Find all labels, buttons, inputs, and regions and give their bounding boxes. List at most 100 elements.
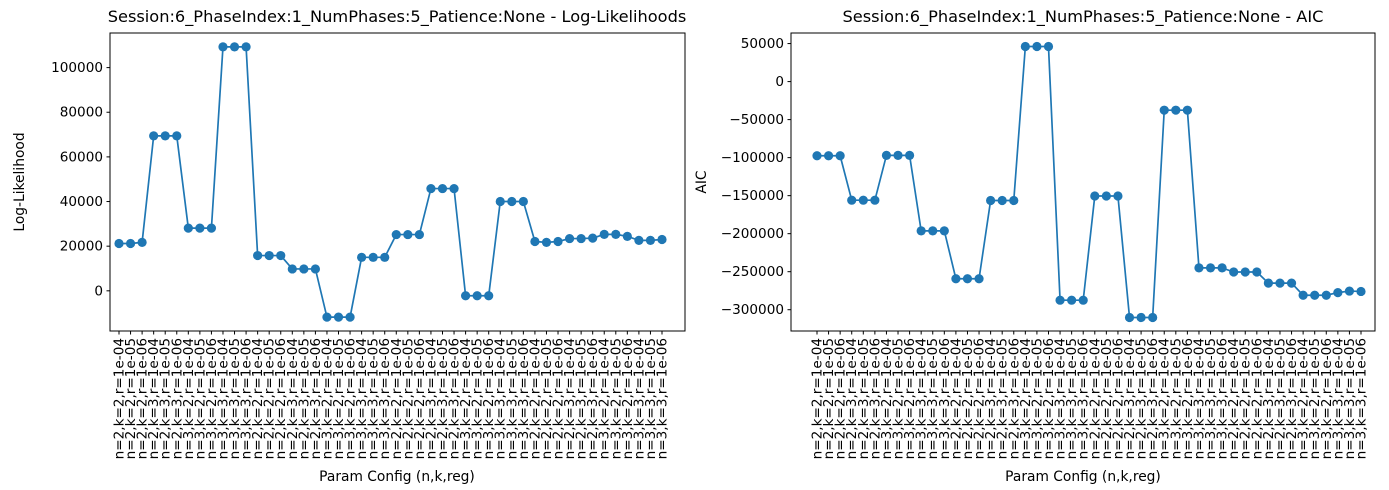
- x-tick-label: n=2,k=2,r=1e-06: [1249, 338, 1265, 459]
- data-point-marker: [611, 229, 621, 239]
- data-point-marker: [847, 195, 857, 205]
- data-point-marker: [622, 231, 632, 241]
- data-point-marker: [657, 234, 667, 245]
- x-tick-label: n=3,k=2,r=1e-05: [1307, 338, 1323, 459]
- x-tick-label: n=2,k=3,r=1e-06: [867, 338, 883, 459]
- x-tick-label: n=3,k=3,r=1e-04: [631, 338, 647, 459]
- x-tick-label: n=3,k=2,r=1e-04: [458, 338, 474, 459]
- series-line: [119, 45, 663, 319]
- data-point-marker: [253, 250, 263, 261]
- data-point-marker: [206, 223, 217, 233]
- data-point-marker: [125, 238, 136, 249]
- x-tick-label: n=2,k=3,r=1e-05: [1272, 338, 1288, 459]
- x-tick-label: n=2,k=2,r=1e-05: [539, 338, 555, 459]
- x-tick-label: n=3,k=3,r=1e-06: [654, 338, 670, 459]
- data-point-marker: [149, 131, 159, 141]
- x-tick-label: n=2,k=2,r=1e-06: [1110, 338, 1126, 459]
- x-tick-label: n=3,k=3,r=1e-06: [516, 338, 532, 459]
- x-tick-label: n=2,k=2,r=1e-04: [809, 338, 825, 459]
- chart-log-likelihoods: Session:6_PhaseIndex:1_NumPhases:5_Patie…: [12, 7, 686, 485]
- x-tick-label: n=3,k=3,r=1e-06: [377, 338, 393, 459]
- data-point-marker: [1333, 287, 1343, 298]
- data-point-marker: [264, 250, 274, 261]
- y-tick-label: −50000: [729, 112, 784, 128]
- x-tick-label: n=3,k=2,r=1e-04: [597, 338, 613, 459]
- data-point-marker: [183, 223, 193, 233]
- data-point-marker: [997, 195, 1007, 206]
- data-point-marker: [904, 150, 915, 160]
- data-point-marker: [1205, 263, 1216, 273]
- x-tick-label: n=3,k=2,r=1e-06: [902, 338, 918, 459]
- y-axis-label: AIC: [694, 170, 710, 193]
- data-point-marker: [1321, 290, 1331, 300]
- data-point-marker: [172, 131, 182, 141]
- x-tick-label: n=3,k=3,r=1e-04: [914, 338, 930, 459]
- x-tick-label: n=3,k=2,r=1e-05: [608, 338, 624, 459]
- x-tick-label: n=2,k=2,r=1e-04: [1226, 338, 1242, 459]
- y-tick-label: −100000: [721, 150, 784, 166]
- plot-spines: [790, 32, 1376, 332]
- data-point-marker: [1009, 195, 1019, 206]
- data-point-marker: [449, 183, 459, 194]
- x-tick-label: n=2,k=3,r=1e-04: [562, 338, 578, 459]
- x-tick-label: n=2,k=3,r=1e-06: [308, 338, 324, 459]
- y-tick-label: 40000: [60, 194, 103, 210]
- data-point-marker: [1055, 295, 1065, 305]
- x-tick-label: n=3,k=2,r=1e-05: [1168, 338, 1184, 459]
- data-point-marker: [1217, 263, 1227, 273]
- data-point-marker: [437, 183, 448, 194]
- x-tick-label: n=3,k=2,r=1e-05: [192, 338, 208, 459]
- data-point-marker: [881, 150, 892, 160]
- x-tick-label: n=2,k=2,r=1e-05: [1099, 338, 1115, 459]
- data-point-marker: [391, 229, 401, 240]
- x-tick-label: n=3,k=3,r=1e-05: [1203, 338, 1219, 459]
- data-point-marker: [460, 291, 471, 301]
- data-point-marker: [1078, 295, 1088, 305]
- y-axis-label: Log-Likelihood: [12, 132, 28, 231]
- data-point-marker: [1344, 286, 1355, 296]
- x-tick-label: n=2,k=3,r=1e-04: [285, 338, 301, 459]
- data-point-marker: [114, 238, 124, 249]
- data-point-marker: [357, 252, 367, 262]
- y-tick-label: −150000: [721, 188, 784, 204]
- x-tick-label: n=3,k=3,r=1e-06: [937, 338, 953, 459]
- x-tick-label: n=3,k=2,r=1e-05: [470, 338, 486, 459]
- y-tick-label: 80000: [60, 105, 103, 121]
- data-point-marker: [530, 236, 540, 247]
- x-tick-label: n=3,k=2,r=1e-04: [319, 338, 335, 459]
- x-tick-label: n=3,k=2,r=1e-05: [1029, 338, 1045, 459]
- x-tick-label: n=2,k=3,r=1e-06: [1284, 338, 1300, 459]
- data-point-marker: [322, 312, 332, 322]
- data-point-marker: [1171, 105, 1181, 115]
- data-point-marker: [1124, 312, 1135, 323]
- data-point-marker: [241, 42, 251, 52]
- x-tick-label: n=3,k=2,r=1e-04: [1296, 338, 1312, 459]
- x-tick-label: n=2,k=2,r=1e-05: [960, 338, 976, 459]
- x-tick-label: n=3,k=3,r=1e-06: [1353, 338, 1369, 459]
- data-point-marker: [1182, 105, 1192, 115]
- data-point-marker: [137, 237, 147, 247]
- x-tick-label: n=2,k=3,r=1e-04: [146, 338, 162, 459]
- x-tick-label: n=2,k=2,r=1e-04: [111, 338, 127, 459]
- x-tick-label: n=2,k=2,r=1e-04: [948, 338, 964, 459]
- data-point-marker: [986, 195, 996, 206]
- data-point-marker: [588, 233, 598, 243]
- x-tick-label: n=3,k=2,r=1e-05: [891, 338, 907, 459]
- data-point-marker: [1090, 191, 1100, 201]
- data-point-marker: [634, 235, 644, 245]
- chart-aic: Session:6_PhaseIndex:1_NumPhases:5_Patie…: [694, 7, 1376, 485]
- x-tick-label: n=3,k=2,r=1e-04: [1018, 338, 1034, 459]
- x-tick-label: n=3,k=2,r=1e-06: [204, 338, 220, 459]
- plot-area: 0 20000 40000 60000 80000 100000 n=2,k=2,r=1e-…: [51, 32, 686, 459]
- data-point-marker: [229, 42, 240, 52]
- data-point-marker: [368, 252, 378, 262]
- data-point-marker: [939, 226, 949, 236]
- data-point-marker: [1298, 290, 1308, 300]
- data-point-marker: [835, 151, 845, 161]
- data-point-marker: [1136, 312, 1146, 323]
- x-tick-label: n=2,k=3,r=1e-06: [169, 338, 185, 459]
- x-tick-label: n=2,k=2,r=1e-06: [551, 338, 567, 459]
- chart-title: Session:6_PhaseIndex:1_NumPhases:5_Patie…: [108, 7, 687, 27]
- data-point-marker: [1310, 290, 1320, 300]
